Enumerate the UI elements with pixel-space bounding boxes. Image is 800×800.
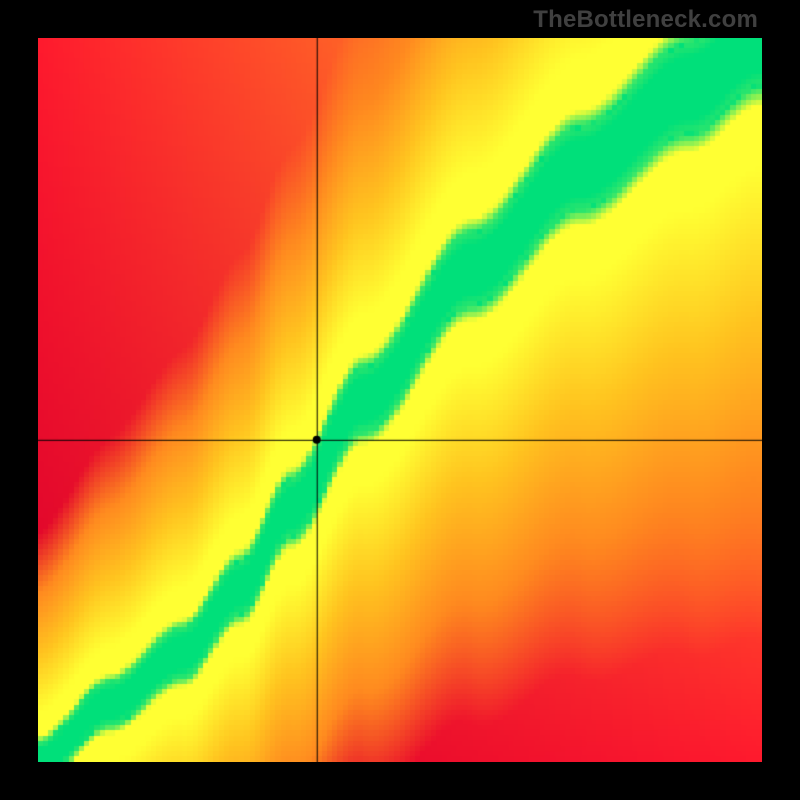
heatmap-plot — [38, 38, 762, 762]
heatmap-canvas — [38, 38, 762, 762]
chart-frame: TheBottleneck.com — [0, 0, 800, 800]
watermark-text: TheBottleneck.com — [533, 6, 758, 34]
